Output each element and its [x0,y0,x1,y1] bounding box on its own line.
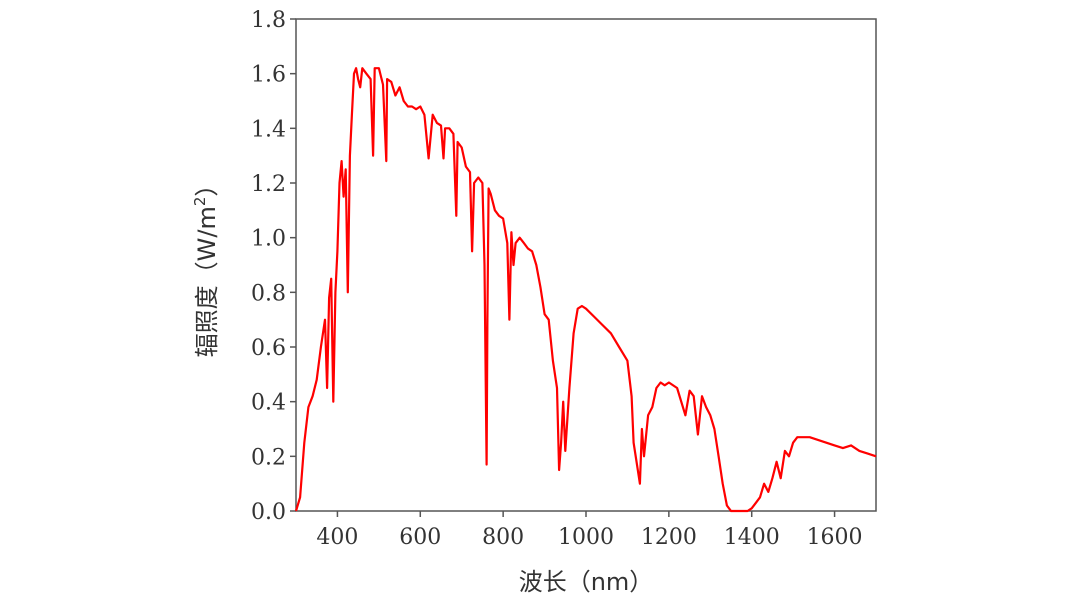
y-tick-label: 1.8 [251,8,286,33]
y-tick-label: 0.4 [251,391,286,416]
y-axis-title-end: ） [193,173,221,197]
x-tick-label: 400 [316,525,358,550]
y-tick-label: 0.0 [251,500,286,525]
y-tick-label: 0.8 [251,281,286,306]
y-tick-label: 1.0 [251,227,286,252]
y-axis-title-sup: 2 [191,197,209,207]
x-tick-label: 600 [399,525,441,550]
x-axis: 400 600 800 1000 1200 1400 1600 [316,511,863,550]
x-tick-label: 800 [482,525,524,550]
y-tick-label: 1.2 [251,172,286,197]
y-axis-title: 辐照度（W/m2） [191,173,221,358]
y-tick-label: 0.6 [251,336,286,361]
irradiance-line [294,67,877,513]
x-tick-label: 1600 [807,525,863,550]
y-tick-label: 0.2 [251,445,286,470]
y-axis-title-main: 辐照度（W/m [193,206,221,357]
x-tick-label: 1200 [641,525,697,550]
x-tick-label: 1400 [724,525,780,550]
y-tick-label: 1.4 [251,117,286,142]
y-axis: 0.0 0.2 0.4 0.6 0.8 1.0 1.2 1.4 1.6 1.8 [251,8,296,525]
x-axis-title: 波长（nm） [519,568,654,596]
x-tick-label: 1000 [558,525,614,550]
y-tick-label: 1.6 [251,63,286,88]
